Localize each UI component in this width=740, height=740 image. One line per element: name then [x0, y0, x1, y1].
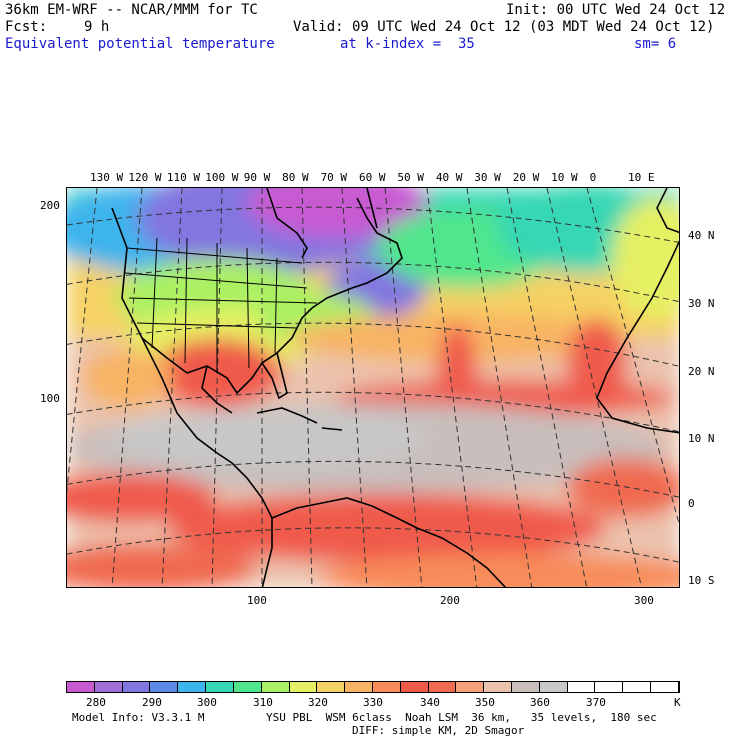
colorbar-segment [456, 682, 485, 692]
colorbar-label: 350 [475, 696, 495, 709]
lon-label: 10 E [628, 171, 655, 184]
lon-label: 40 W [435, 171, 463, 184]
theta-e-shading [67, 188, 679, 587]
colorbar-segment [261, 682, 290, 692]
lat-label: 20 N [688, 365, 715, 378]
colorbar-label: K [674, 696, 681, 709]
colorbar-segment [150, 682, 179, 692]
grid-label-x-200: 200 [440, 594, 460, 607]
colorbar-label: 320 [308, 696, 328, 709]
colorbar-label: 290 [142, 696, 162, 709]
colorbar-segment [289, 682, 318, 692]
theta-e-map [66, 187, 680, 588]
lon-label: 110 W [166, 171, 200, 184]
lon-label: 90 W [243, 171, 271, 184]
lon-label: 20 W [512, 171, 540, 184]
colorbar-label: 360 [530, 696, 550, 709]
lon-label: 0 [589, 171, 597, 184]
lat-label: 10 S [688, 574, 715, 587]
colorbar-label: 300 [197, 696, 217, 709]
lon-label: 30 W [474, 171, 501, 184]
model-info: Model Info: V3.3.1 M [72, 711, 205, 724]
colorbar-segment [567, 682, 596, 692]
colorbar-label: 310 [253, 696, 273, 709]
smoothing-label: sm= 6 [634, 36, 677, 52]
lat-label: 30 N [688, 297, 715, 310]
colorbar-segment [651, 682, 679, 692]
diffusion-info: DIFF: simple KM, 2D Smagor [352, 724, 525, 737]
model-title: 36km EM-WRF -- NCAR/MMM for TC [5, 2, 258, 18]
field-name: Equivalent potential temperature [5, 36, 275, 52]
colorbar-segment [178, 682, 207, 692]
lat-label: 40 N [688, 229, 715, 242]
lon-label: 80 W [282, 171, 309, 184]
colorbar-segment [67, 682, 95, 692]
colorbar-segment [317, 682, 346, 692]
lat-label: 10 N [688, 432, 715, 445]
forecast-label: Fcst: [5, 19, 48, 35]
coastlines [111, 188, 679, 587]
init-time: Init: 00 UTC Wed 24 Oct 12 [506, 2, 726, 18]
state-borders [124, 237, 318, 373]
lon-label: 70 W [320, 171, 348, 184]
lon-label: 120 W [128, 171, 162, 184]
colorbar-segment [372, 682, 401, 692]
colorbar-label: 280 [86, 696, 106, 709]
lon-label: 130 W [90, 171, 124, 184]
colorbar-segment [484, 682, 512, 692]
lon-label: 100 W [205, 171, 239, 184]
valid-time: Valid: 09 UTC Wed 24 Oct 12 (03 MDT Wed … [293, 19, 715, 35]
grid-label-y-200: 200 [40, 199, 60, 212]
colorbar-segment [122, 682, 151, 692]
level-label: at k-index = 35 [340, 36, 475, 52]
lon-label: 50 W [397, 171, 424, 184]
colorbar-segment [595, 682, 624, 692]
lon-label: 10 W [551, 171, 578, 184]
colorbar-segment [400, 682, 429, 692]
colorbar-segment [206, 682, 234, 692]
physics-info: YSU PBL WSM 6class Noah LSM 36 km, 35 le… [266, 711, 657, 724]
colorbar-label: 330 [363, 696, 383, 709]
colorbar-segment [233, 682, 262, 692]
forecast-hour: 9 h [84, 19, 110, 35]
colorbar-label: 370 [586, 696, 606, 709]
lon-label: 60 W [359, 171, 386, 184]
colorbar-segment [539, 682, 568, 692]
lat-lon-grid [67, 188, 679, 587]
grid-label-y-100: 100 [40, 392, 60, 405]
lat-label: 0 [688, 497, 695, 510]
colorbar-segment [623, 682, 652, 692]
grid-label-x-300: 300 [634, 594, 654, 607]
colorbar-segment [94, 682, 123, 692]
colorbar-label: 340 [420, 696, 440, 709]
colorbar-segment [428, 682, 457, 692]
grid-label-x-100: 100 [247, 594, 267, 607]
colorbar-segment [345, 682, 373, 692]
colorbar-segment [512, 682, 540, 692]
temperature-colorbar [66, 681, 680, 693]
